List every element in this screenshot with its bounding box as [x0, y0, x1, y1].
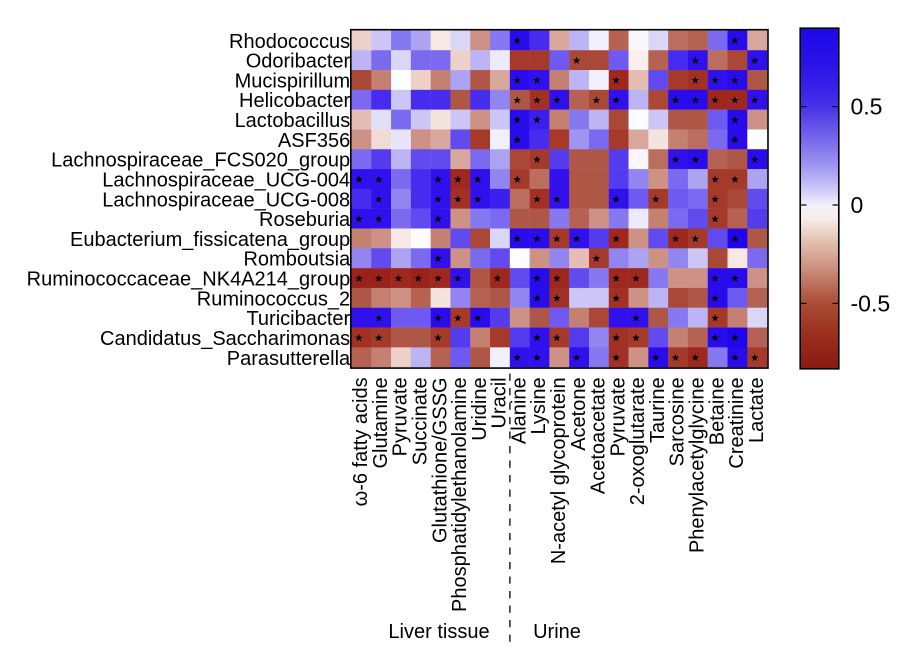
svg-text:Lactate: Lactate — [746, 377, 768, 443]
svg-text:Lachnospiraceae_FCS020_group: Lachnospiraceae_FCS020_group — [51, 150, 350, 172]
svg-text:Pyruvate: Pyruvate — [607, 377, 629, 456]
svg-text:Uracil: Uracil — [489, 377, 511, 428]
svg-text:Lactobacillus: Lactobacillus — [235, 110, 351, 132]
svg-text:Uridine: Uridine — [469, 377, 491, 440]
svg-text:N-acetyl glycoprotein: N-acetyl glycoprotein — [548, 377, 570, 564]
svg-text:Glutathione/GSSG: Glutathione/GSSG — [429, 377, 451, 543]
svg-text:-0.5: -0.5 — [851, 290, 891, 316]
svg-text:Rhodococcus: Rhodococcus — [229, 31, 350, 53]
svg-text:Creatinine: Creatinine — [726, 377, 748, 468]
svg-text:Turicibacter: Turicibacter — [246, 308, 350, 330]
svg-text:Taurine: Taurine — [647, 377, 669, 443]
svg-text:Roseburia: Roseburia — [259, 209, 351, 231]
svg-text:0.5: 0.5 — [851, 94, 883, 120]
svg-text:Phenylacetylglycine: Phenylacetylglycine — [687, 377, 709, 553]
svg-text:Eubacterium_fissicatena_group: Eubacterium_fissicatena_group — [70, 229, 350, 251]
svg-text:Lysine: Lysine — [528, 377, 550, 434]
svg-text:Liver tissue: Liver tissue — [388, 621, 489, 643]
svg-text:Odoribacter: Odoribacter — [246, 51, 351, 73]
svg-text:Romboutsia: Romboutsia — [243, 249, 351, 271]
svg-text:Acetoacetate: Acetoacetate — [588, 377, 610, 494]
svg-text:Candidatus_Saccharimonas: Candidatus_Saccharimonas — [100, 328, 350, 350]
svg-text:Lachnospiraceae_UCG-008: Lachnospiraceae_UCG-008 — [102, 189, 350, 211]
svg-text:ASF356: ASF356 — [278, 130, 350, 152]
svg-text:Urine: Urine — [533, 621, 581, 643]
svg-text:Glutamine: Glutamine — [370, 377, 392, 468]
svg-text:0: 0 — [851, 192, 864, 218]
svg-text:Mucispirillum: Mucispirillum — [235, 70, 351, 92]
svg-text:Sarcosine: Sarcosine — [667, 377, 689, 466]
svg-text:Acetone: Acetone — [568, 377, 590, 450]
svg-text:2-oxoglutarate: 2-oxoglutarate — [627, 377, 649, 505]
svg-text:ω-6 fatty acids: ω-6 fatty acids — [350, 377, 372, 506]
svg-text:Helicobacter: Helicobacter — [239, 90, 351, 112]
svg-text:Ruminococcaceae_NK4A214_group: Ruminococcaceae_NK4A214_group — [27, 269, 351, 291]
svg-text:Betaine: Betaine — [706, 377, 728, 445]
svg-text:Parasutterella: Parasutterella — [227, 348, 351, 370]
svg-text:Lachnospiraceae_UCG-004: Lachnospiraceae_UCG-004 — [102, 169, 350, 191]
svg-text:Pyruvate: Pyruvate — [390, 377, 412, 456]
svg-text:Succinate: Succinate — [409, 377, 431, 465]
svg-text:Ruminococcus_2: Ruminococcus_2 — [197, 288, 350, 310]
svg-text:Phosphatidylethanolamine: Phosphatidylethanolamine — [449, 377, 471, 612]
svg-text:Alanine: Alanine — [508, 377, 530, 444]
